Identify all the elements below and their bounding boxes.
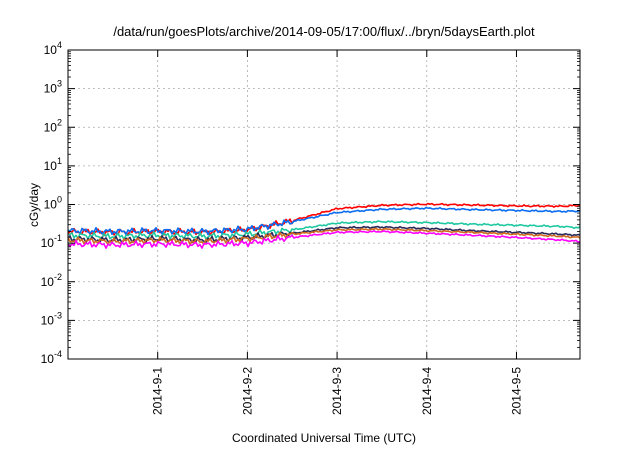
y-tick-label: 10-1 — [41, 233, 62, 250]
y-axis-label: cGy/day — [27, 183, 41, 227]
x-axis-label: Coordinated Universal Time (UTC) — [232, 431, 416, 445]
y-tick-label: 10-4 — [41, 349, 62, 366]
x-tick-label: 2014-9-5 — [509, 367, 523, 415]
y-tick-label: 104 — [44, 40, 62, 57]
y-tick-label: 103 — [44, 79, 62, 96]
series-line — [67, 206, 581, 236]
series-line — [67, 230, 581, 249]
y-tick-label: 10-2 — [41, 272, 62, 289]
x-tick-label: 2014-9-2 — [240, 367, 254, 415]
x-tick-labels: 2014-9-1 2014-9-2 2014-9-3 2014-9-4 2014-9-5 — [151, 367, 524, 415]
y-tick-label: 102 — [44, 117, 62, 134]
chart-title: /data/run/goesPlots/archive/2014-09-05/1… — [113, 24, 535, 39]
y-tick-label: 101 — [44, 156, 62, 173]
series-line — [67, 220, 581, 241]
grid — [68, 50, 580, 359]
y-tick-label: 100 — [44, 195, 62, 212]
series-layer — [67, 202, 581, 249]
y-tick-label: 10-3 — [41, 310, 62, 327]
ticks — [68, 49, 580, 360]
x-tick-label: 2014-9-3 — [330, 367, 344, 415]
x-tick-label: 2014-9-4 — [420, 367, 434, 415]
y-tick-labels: 10-4 10-3 10-2 10-1 100 101 102 103 104 — [41, 40, 62, 366]
x-tick-label: 2014-9-1 — [151, 367, 165, 415]
series-line — [67, 227, 581, 246]
series-line — [67, 225, 581, 244]
